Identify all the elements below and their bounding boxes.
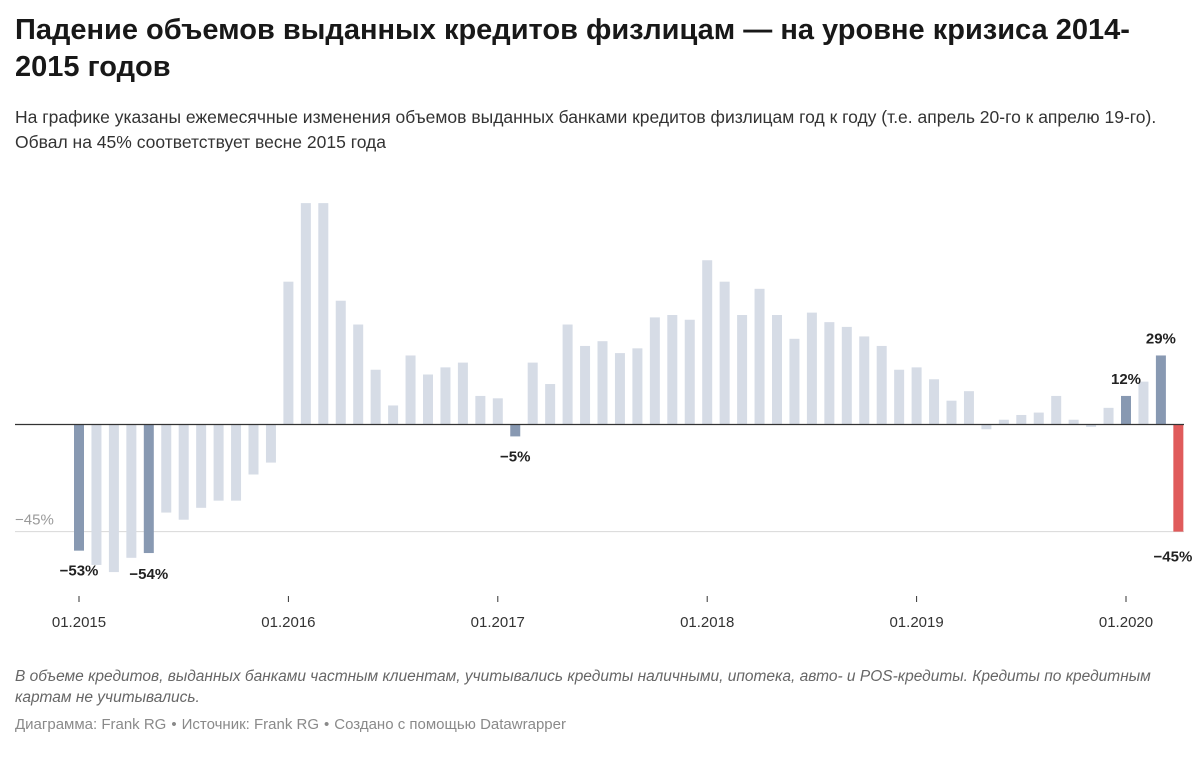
bar [911,367,922,425]
bar [1121,395,1131,425]
bar-chart: −45% 01.2015 01.2016 01.2017 01.2018 01.2019 0… [15,203,1193,631]
bar [405,355,416,425]
bar [370,369,381,425]
bar [667,315,678,425]
x-tick-label: 01.2018 [680,614,734,631]
credit-tool: Создано с помощью Datawrapper [334,716,566,733]
bar [1103,407,1114,425]
bar [213,424,224,501]
chart-subtitle: На графике указаны ежемесячные изменения… [15,107,1157,152]
bar [1033,412,1044,425]
bar [178,424,189,520]
x-tick-label: 01.2015 [52,614,106,631]
chart-title: Падение объемов выданных кредитов физлиц… [15,14,1130,83]
bar [231,424,242,501]
bar [318,203,329,425]
bar [1173,424,1184,532]
bar [946,400,957,425]
bar [196,424,207,508]
bar [1068,419,1079,425]
bar [1155,355,1166,425]
bar [998,419,1009,425]
byline: Диаграмма: Frank RG • Источник: Frank RG • С… [15,715,566,735]
bar [283,281,294,425]
x-tick-label: 01.2020 [1099,614,1153,631]
bar [161,424,172,513]
bar [719,281,730,425]
bar [248,424,259,475]
bar [859,336,870,425]
bar [265,424,276,463]
bar [492,398,503,425]
bar [580,345,591,425]
bar [545,384,556,425]
bar [929,379,940,425]
footnote: В объеме кредитов, выданных банками част… [15,668,1151,706]
bar [614,353,625,425]
bar [684,319,695,425]
bar [527,362,538,425]
bar [981,424,992,430]
bar [440,367,451,425]
credit-chart: Диаграмма: Frank RG [15,716,167,733]
bar [108,424,119,573]
bar [841,326,852,425]
bar [457,362,468,425]
bar [475,395,486,425]
bar [1086,424,1097,427]
bar [806,312,817,425]
bar [1051,395,1062,425]
bar [562,324,573,425]
credit-source: Источник: Frank RG [181,716,320,733]
bar [737,315,748,425]
x-tick-label: 01.2017 [471,614,525,631]
bar [143,424,154,554]
separator: • [171,716,177,733]
bar [963,391,974,425]
bar [789,338,800,425]
data-label: −54% [129,566,168,583]
bar [335,300,346,425]
bar [74,424,84,551]
bar [126,424,137,558]
bar [649,317,660,425]
reference-label: −45% [15,512,54,529]
bar [423,374,433,425]
data-label: −45% [1154,549,1193,566]
bar [91,424,102,565]
bar [353,324,364,425]
data-label: −53% [60,563,99,580]
bar [510,424,521,437]
bar [388,405,399,425]
bar [702,260,713,425]
bar [632,348,643,425]
bar [772,315,782,425]
x-tick-label: 01.2019 [889,614,943,631]
bar [1138,381,1149,425]
separator: • [324,716,330,733]
bar [300,203,311,425]
bar [597,341,608,425]
bar [824,322,835,425]
data-label: 12% [1111,371,1141,388]
bar [1016,414,1027,425]
data-label: 29% [1146,330,1176,347]
data-label: −5% [500,448,530,465]
bar [754,288,765,425]
bar [894,369,905,425]
bar [876,345,887,425]
x-tick-label: 01.2016 [261,614,315,631]
